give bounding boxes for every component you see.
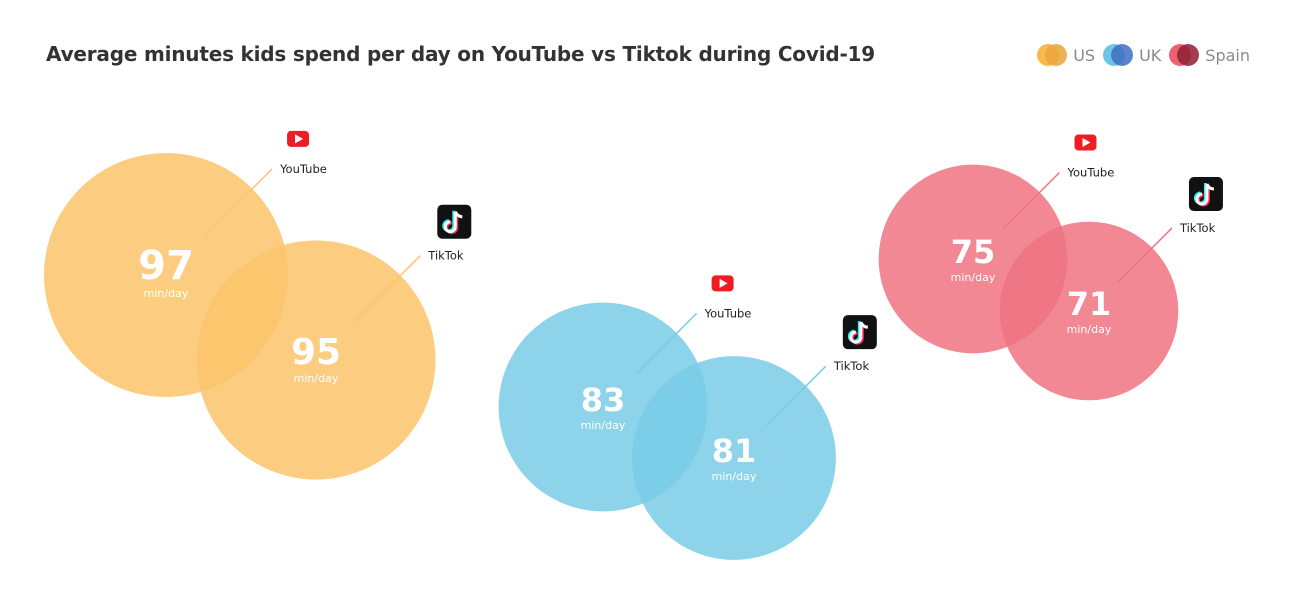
legend-item-uk: UK [1103,44,1161,66]
tiktok-icon-us-note [443,211,457,234]
legend-label-spain: Spain [1205,45,1250,65]
legend-item-spain: Spain [1169,44,1250,66]
legend-swatch-uk [1103,44,1134,66]
tiktok-icon-us-note-flag [453,211,463,219]
value-label-uk-1: 81 [712,432,757,470]
youtube-icon-uk-play [719,278,728,288]
legend-swatch-us [1037,44,1068,66]
legend-swatch-spain [1169,44,1200,66]
legend-label-us: US [1073,45,1096,65]
callout-line-uk-0 [635,312,698,375]
youtube-icon-spain-play [1082,137,1091,147]
callout-line-us-1 [353,255,421,323]
platform-label-uk-1: TikTok [833,359,870,373]
legend-label-uk: UK [1139,45,1162,65]
platform-label-uk-0: YouTube [704,306,752,320]
callout-line-us-0 [204,168,273,237]
value-label-us-0: 97 [138,243,194,289]
legend-item-us: US [1037,44,1095,66]
youtube-icon-us-play [295,134,304,144]
unit-label-us-1: min/day [294,372,339,385]
unit-label-uk-0: min/day [581,419,626,432]
unit-label-spain-0: min/day [951,271,996,284]
chart-title: Average minutes kids spend per day on Yo… [46,42,875,66]
platform-label-us-0: YouTube [279,162,327,176]
tiktok-icon-uk-note-flag [859,321,868,329]
value-label-spain-0: 75 [951,233,996,271]
value-label-uk-0: 83 [581,381,626,419]
tiktok-icon-uk-note [849,322,863,344]
platform-label-us-1: TikTok [427,249,464,263]
platform-label-spain-0: YouTube [1067,165,1115,179]
callout-line-uk-1 [765,365,827,427]
unit-label-us-0: min/day [144,287,189,300]
legend: US UK Spain [1029,44,1250,66]
unit-label-uk-1: min/day [712,470,757,483]
tiktok-icon-spain-note [1195,184,1209,206]
callout-line-spain-0 [1002,171,1061,230]
value-label-spain-1: 71 [1067,285,1112,323]
platform-label-spain-1: TikTok [1179,221,1216,235]
tiktok-icon-spain-note-flag [1205,183,1215,191]
unit-label-spain-1: min/day [1067,323,1112,336]
callout-line-spain-1 [1116,227,1173,284]
value-label-us-1: 95 [291,332,341,373]
